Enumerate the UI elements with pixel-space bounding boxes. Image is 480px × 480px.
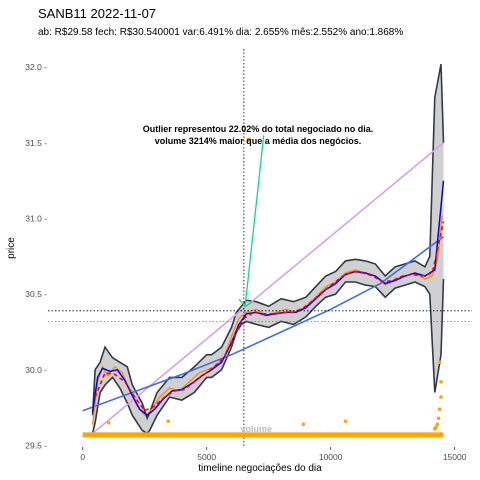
- volume-point: [166, 419, 171, 424]
- volume-point: [439, 380, 443, 384]
- volume-point: [106, 420, 111, 425]
- envelope-lower-line: [91, 278, 445, 435]
- chart-marks: volume Outlier representou 22.02% do tota…: [48, 49, 472, 447]
- outlier-arrow: [244, 135, 265, 307]
- volume-point: [436, 416, 441, 421]
- y-tick-label: 29.5 -: [25, 440, 47, 450]
- price-outlier-point: [246, 137, 252, 142]
- x-tick-label: 10000: [319, 452, 343, 462]
- x-tick-label: 15000: [443, 452, 467, 462]
- confidence-ribbon: [92, 64, 444, 434]
- y-tick-label: 30.5 -: [25, 289, 47, 299]
- volume-point: [437, 407, 442, 411]
- volume-point: [435, 422, 440, 427]
- plot-panel: [48, 49, 472, 447]
- y-tick-label: 31.5 -: [25, 138, 47, 148]
- x-tick-label: 5000: [197, 452, 216, 462]
- volume-point: [437, 360, 442, 365]
- chart-title: SANB11 2022-11-07: [38, 6, 156, 21]
- y-tick-label: 32.0 -: [25, 62, 47, 72]
- chart-subtitle: ab: R$29.58 fech: R$30.540001 var:6.491%…: [38, 27, 403, 38]
- volume-label: volume: [241, 424, 273, 434]
- x-tick-label: 0: [80, 452, 85, 462]
- y-axis-ticks: 29.5 - 30.0 - 30.5 - 31.0 - 31.5 - 32.0 -: [25, 62, 47, 450]
- y-tick-label: 30.0 -: [25, 365, 47, 375]
- x-axis-title: timeline negociações do dia: [198, 463, 322, 474]
- y-tick-label: 31.0 -: [25, 213, 47, 223]
- outlier-annotation-line: volume 3214% maior que a média dos negóc…: [155, 136, 362, 146]
- volume-point: [439, 395, 443, 399]
- volume-point: [433, 427, 437, 431]
- x-axis-ticks: 0 5000 10000 15000: [80, 447, 467, 462]
- dashed-average-line: [94, 221, 445, 412]
- volume-point: [301, 422, 306, 427]
- volume-point: [343, 419, 348, 424]
- y-axis-title: price: [6, 237, 17, 259]
- outlier-arrow-head: [238, 298, 253, 308]
- trend-line: [82, 236, 444, 412]
- outlier-annotation-line: Outlier representou 22.02% do total nego…: [143, 124, 374, 134]
